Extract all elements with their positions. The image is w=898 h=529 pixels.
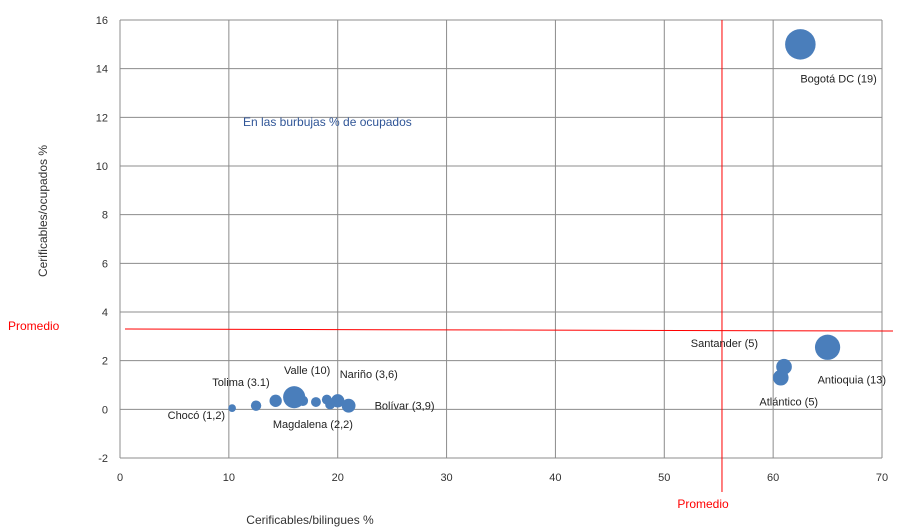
bubble-label: Magdalena (2,2): [273, 419, 353, 431]
x-axis-title: Cerificables/bilingues %: [246, 513, 374, 527]
bubble-label: Tolima (3.1): [212, 377, 269, 389]
gridlines: [119, 19, 883, 459]
y-tick-label: 0: [102, 404, 108, 416]
y-tick-label: 10: [96, 161, 108, 173]
average-lines: [124, 20, 894, 492]
y-tick-label: 4: [102, 307, 108, 319]
bubble: [297, 395, 309, 407]
average-y-label: Promedio: [8, 319, 60, 333]
y-tick-label: 14: [96, 64, 108, 76]
x-tick-label: 70: [876, 472, 888, 484]
y-tick-label: 8: [102, 210, 108, 222]
y-tick-label: 6: [102, 258, 108, 270]
bubble-label: Chocó (1,2): [168, 410, 225, 422]
bubbles: [228, 29, 841, 413]
bubble-label: Bogotá DC (19): [800, 73, 876, 85]
bubble: [269, 394, 282, 407]
y-tick-label: 12: [96, 112, 108, 124]
y-tick-label: 16: [96, 15, 108, 27]
bubble: [250, 400, 262, 411]
tick-labels: 0 10 20 30 40 50 60 70 -2 0 2 4 6 8 10 12 14 16: [96, 15, 888, 484]
x-tick-label: 20: [332, 472, 344, 484]
x-tick-label: 30: [440, 472, 452, 484]
x-tick-label: 40: [549, 472, 561, 484]
y-tick-label: -2: [98, 453, 108, 465]
bubble: [772, 369, 789, 386]
bubble: [228, 404, 236, 412]
point-labels: Bogotá DC (19) Antioquia (13) Santander (5…: [168, 73, 886, 430]
bubble: [325, 399, 336, 410]
bubble: [310, 397, 321, 407]
x-tick-label: 50: [658, 472, 670, 484]
bubble: [341, 398, 356, 413]
bubble-label: Antioquia (13): [818, 374, 887, 386]
bubble-label: Valle (10): [284, 365, 330, 377]
bubble-label: Santander (5): [691, 338, 758, 350]
bubble-label: Atlántico (5): [759, 397, 818, 409]
x-tick-label: 60: [767, 472, 779, 484]
x-tick-label: 0: [117, 472, 123, 484]
annotation-note: En las burbujas % de ocupados: [243, 115, 412, 129]
x-tick-label: 10: [223, 472, 235, 484]
bubble: [814, 334, 841, 360]
average-y-line: [124, 328, 894, 332]
y-axis-title: Cerificables/ocupados %: [36, 145, 50, 277]
average-x-label: Promedio: [677, 497, 729, 511]
y-tick-label: 2: [102, 356, 108, 368]
bubble-label: Nariño (3,6): [340, 369, 398, 381]
bubble: [785, 29, 816, 60]
bubble-label: Bolívar (3,9): [375, 401, 435, 413]
